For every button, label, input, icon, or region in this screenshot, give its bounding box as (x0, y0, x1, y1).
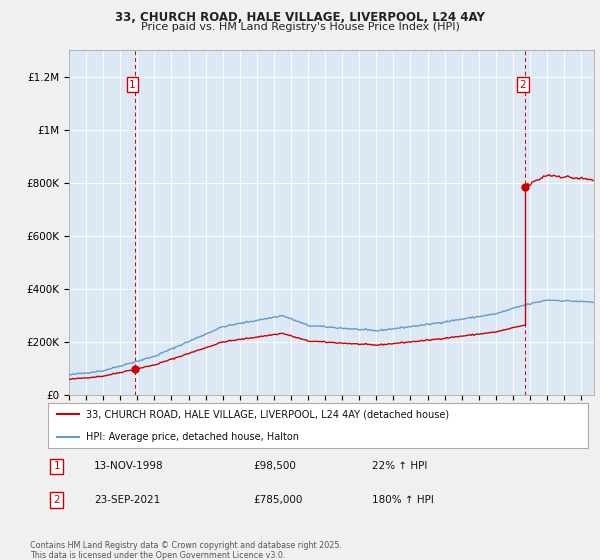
Text: 13-NOV-1998: 13-NOV-1998 (94, 461, 164, 472)
Text: 1: 1 (129, 80, 136, 90)
Text: 33, CHURCH ROAD, HALE VILLAGE, LIVERPOOL, L24 4AY (detached house): 33, CHURCH ROAD, HALE VILLAGE, LIVERPOOL… (86, 409, 449, 419)
Text: Price paid vs. HM Land Registry's House Price Index (HPI): Price paid vs. HM Land Registry's House … (140, 22, 460, 32)
Text: 180% ↑ HPI: 180% ↑ HPI (372, 495, 434, 505)
Text: 2: 2 (53, 495, 60, 505)
Text: 33, CHURCH ROAD, HALE VILLAGE, LIVERPOOL, L24 4AY: 33, CHURCH ROAD, HALE VILLAGE, LIVERPOOL… (115, 11, 485, 24)
Text: 2: 2 (520, 80, 526, 90)
Text: £98,500: £98,500 (253, 461, 296, 472)
Text: 23-SEP-2021: 23-SEP-2021 (94, 495, 160, 505)
Text: HPI: Average price, detached house, Halton: HPI: Average price, detached house, Halt… (86, 432, 299, 442)
Text: Contains HM Land Registry data © Crown copyright and database right 2025.
This d: Contains HM Land Registry data © Crown c… (30, 540, 342, 560)
Text: 1: 1 (53, 461, 60, 472)
Text: £785,000: £785,000 (253, 495, 302, 505)
Text: 22% ↑ HPI: 22% ↑ HPI (372, 461, 427, 472)
FancyBboxPatch shape (48, 403, 588, 448)
